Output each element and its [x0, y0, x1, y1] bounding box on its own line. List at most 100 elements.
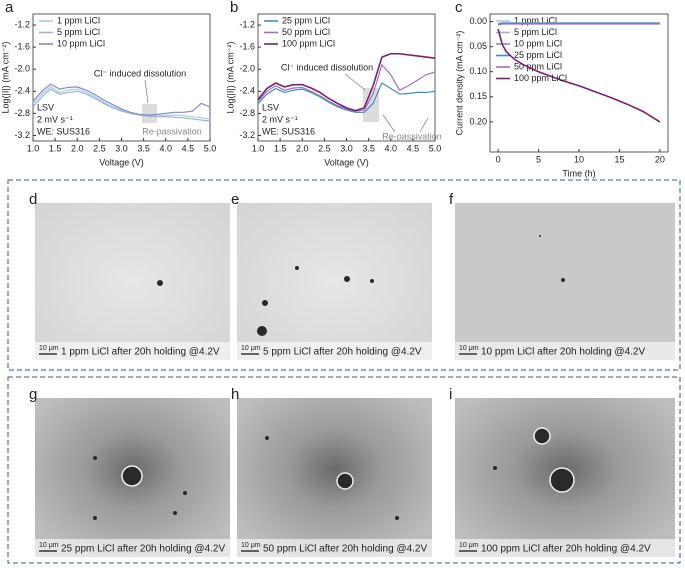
series-line — [257, 52, 436, 112]
x-tick-label: 4.0 — [159, 143, 172, 153]
y-tick-label: -1.2 — [239, 19, 255, 29]
panel-letter: d — [29, 191, 37, 208]
panel-letter: h — [231, 386, 239, 403]
panel-caption: 1 ppm LiCl after 20h holding @4.2V — [61, 347, 220, 358]
panel-letter: b — [230, 0, 238, 16]
legend-label: 5 ppm LiCl — [57, 27, 100, 37]
legend-label: 25 ppm LiCl — [514, 50, 562, 60]
sem-image — [35, 203, 230, 360]
y-tick-label: -1.2 — [14, 19, 30, 29]
surface-feature — [121, 465, 143, 487]
y-tick-label: 0.00 — [469, 16, 487, 26]
highlight — [142, 104, 157, 123]
arrow — [382, 114, 396, 133]
scale-label: 10 μm — [39, 345, 59, 352]
x-tick-label: 5.0 — [429, 143, 442, 153]
surface-feature — [183, 491, 187, 495]
note: LSV — [262, 102, 279, 112]
scale-label: 10 μm — [241, 542, 261, 549]
y-tick-label: -2.4 — [239, 86, 255, 96]
surface-feature — [533, 427, 551, 445]
y-tick-label: -1.6 — [239, 42, 255, 52]
panel-caption: 5 ppm LiCl after 20h holding @4.2V — [263, 347, 422, 358]
x-axis-label: Voltage (V) — [324, 157, 369, 167]
row-frame — [7, 179, 681, 371]
y-tick-label: 0.05 — [469, 41, 487, 51]
legend-label: 50 ppm LiCl — [514, 61, 562, 71]
surface-feature — [295, 266, 299, 270]
x-tick-label: 1.5 — [274, 143, 287, 153]
x-tick-label: 5.0 — [204, 143, 217, 153]
panel-letter: f — [449, 191, 454, 208]
y-tick-label: 0.20 — [469, 116, 487, 126]
x-tick-label: 2.0 — [296, 143, 309, 153]
y-tick-label: -2.0 — [14, 64, 30, 74]
x-tick-label: 2.5 — [93, 143, 106, 153]
series-line — [497, 23, 660, 26]
legend-label: 1 ppm LiCl — [57, 15, 100, 25]
y-axis-label: Current density (mA cm⁻²) — [454, 31, 464, 136]
x-axis-label: Time (h) — [562, 168, 595, 178]
panel-letter: i — [449, 386, 452, 403]
x-tick-label: 0 — [496, 154, 501, 164]
legend-label: 25 ppm LiCl — [282, 15, 330, 25]
panel-letter: e — [231, 191, 239, 208]
x-tick-label: 2.5 — [318, 143, 331, 153]
arrow — [419, 117, 429, 133]
note: 2 mV s⁻¹ — [37, 114, 73, 124]
y-tick-label: -1.6 — [14, 42, 30, 52]
x-tick-label: 10 — [574, 154, 584, 164]
y-axis-label: Log(|I|) (mA cm⁻²) — [225, 42, 235, 114]
sem-image — [237, 203, 432, 360]
note: WE: SUS316 — [262, 126, 315, 136]
caption-strip — [35, 342, 230, 360]
arrow — [344, 73, 366, 91]
row-frame — [7, 376, 681, 564]
y-tick-label: -2.8 — [14, 108, 30, 118]
surface-feature — [173, 511, 177, 515]
y-tick-label: 0.10 — [469, 66, 487, 76]
x-tick-label: 3.0 — [340, 143, 353, 153]
y-axis-label: Log(|I|) (mA cm⁻²) — [0, 42, 10, 114]
x-tick-label: 3.5 — [362, 143, 375, 153]
scale-label: 10 μm — [459, 542, 479, 549]
legend-label: 50 ppm LiCl — [282, 27, 330, 37]
x-tick-label: 20 — [655, 154, 665, 164]
legend-label: 5 ppm LiCl — [514, 27, 557, 37]
surface-feature — [262, 300, 268, 306]
panel-caption: 10 ppm LiCl after 20h holding @4.2V — [481, 347, 645, 358]
panel-caption: 50 ppm LiCl after 20h holding @4.2V — [263, 544, 427, 555]
x-tick-label: 15 — [614, 154, 624, 164]
note: 2 mV s⁻¹ — [262, 114, 298, 124]
series-line — [32, 86, 211, 120]
panel-letter: c — [455, 0, 463, 16]
note: LSV — [37, 102, 54, 112]
annotation: Re-passivation — [382, 131, 442, 141]
arrow — [144, 79, 149, 104]
surface-feature — [395, 516, 399, 520]
surface-feature — [549, 467, 575, 493]
caption-strip — [455, 342, 675, 360]
y-tick-label: -3.2 — [14, 130, 30, 140]
surface-feature — [157, 280, 163, 286]
surface-feature — [561, 278, 565, 282]
series-line — [257, 82, 436, 113]
y-tick-label: 0.15 — [469, 91, 487, 101]
panel-caption: 100 ppm LiCl after 20h holding @4.2V — [481, 544, 651, 555]
scale-label: 10 μm — [39, 542, 59, 549]
x-tick-label: 5 — [536, 154, 541, 164]
surface-feature — [370, 279, 374, 283]
annotation: Re-passivation — [142, 126, 202, 136]
x-axis-label: Voltage (V) — [99, 157, 144, 167]
surface-feature — [344, 276, 350, 282]
x-tick-label: 4.0 — [384, 143, 397, 153]
y-tick-label: -3.2 — [239, 130, 255, 140]
y-tick-label: -2.8 — [239, 108, 255, 118]
y-tick-label: -2.0 — [239, 64, 255, 74]
surface-feature — [93, 516, 97, 520]
series-line — [257, 63, 436, 112]
caption-strip — [35, 539, 230, 557]
annotation: Cl⁻ induced dissolution — [94, 68, 186, 78]
sem-image — [237, 398, 432, 557]
